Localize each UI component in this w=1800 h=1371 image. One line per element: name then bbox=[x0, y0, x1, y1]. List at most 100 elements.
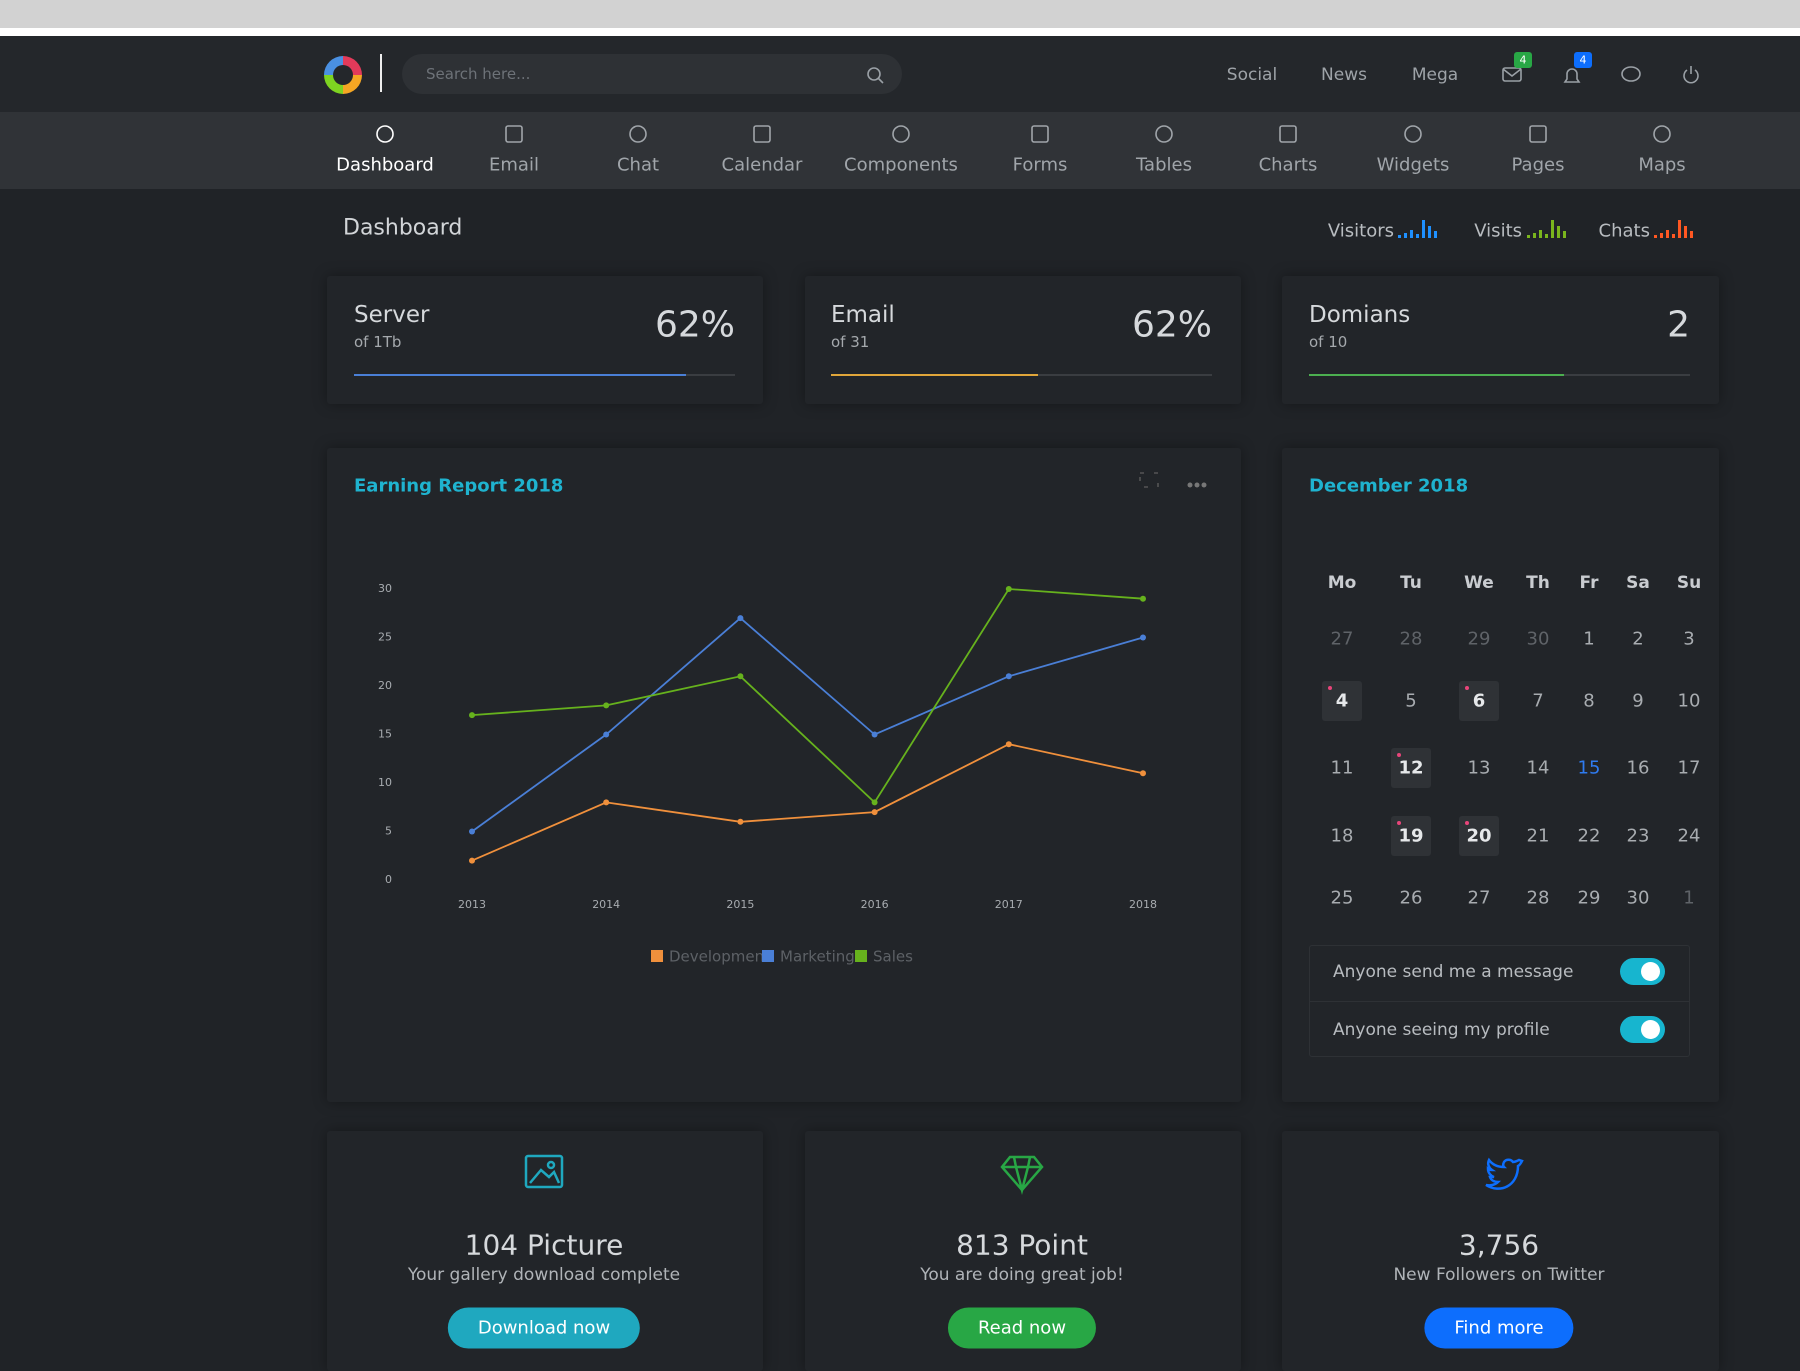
card-text: New Followers on Twitter bbox=[1393, 1265, 1605, 1285]
calendar-day[interactable]: 22 bbox=[1577, 825, 1601, 847]
data-point bbox=[469, 828, 475, 835]
card-text: Your gallery download complete bbox=[407, 1265, 681, 1285]
card-button[interactable]: Find more bbox=[1424, 1307, 1574, 1349]
browser-edge bbox=[0, 28, 1800, 36]
calendar-day[interactable]: 23 bbox=[1626, 825, 1650, 847]
nav-item[interactable]: Maps bbox=[1638, 154, 1686, 176]
event-dot bbox=[1465, 686, 1469, 690]
x-tick-label: 2014 bbox=[592, 898, 620, 911]
calendar-day[interactable]: 29 bbox=[1577, 887, 1601, 909]
nav-item[interactable]: Widgets bbox=[1376, 154, 1450, 176]
card-button[interactable]: Read now bbox=[947, 1307, 1097, 1349]
calendar-day[interactable]: 12 bbox=[1398, 757, 1424, 779]
badge bbox=[1574, 52, 1592, 68]
calendar-day[interactable]: 11 bbox=[1330, 757, 1354, 779]
expand-icon[interactable] bbox=[1139, 472, 1159, 488]
stat-value: 2 bbox=[1667, 304, 1690, 346]
calendar-day[interactable]: 9 bbox=[1632, 690, 1644, 712]
calendar-day[interactable]: 19 bbox=[1398, 825, 1424, 847]
bell-icon[interactable] bbox=[1563, 68, 1581, 83]
nav-item[interactable]: Pages bbox=[1511, 154, 1565, 176]
nav-item[interactable]: Dashboard bbox=[336, 154, 434, 176]
calendar-day[interactable]: 4 bbox=[1335, 690, 1349, 712]
sparkline bbox=[1527, 220, 1566, 238]
weekday: Sa bbox=[1626, 573, 1650, 593]
calendar-day[interactable]: 15 bbox=[1577, 757, 1601, 779]
stat-value: 62% bbox=[654, 304, 735, 346]
more-icon[interactable] bbox=[1187, 482, 1207, 488]
calendar-day[interactable]: 14 bbox=[1526, 757, 1550, 779]
x-tick-label: 2018 bbox=[1129, 898, 1157, 911]
data-point bbox=[871, 731, 878, 738]
nav-item[interactable]: Chat bbox=[616, 154, 660, 176]
legend-swatch bbox=[762, 950, 774, 962]
legend-label: Development bbox=[669, 948, 770, 966]
calendar-day[interactable]: 28 bbox=[1399, 628, 1423, 650]
power-icon[interactable] bbox=[1683, 69, 1699, 84]
chat-icon[interactable] bbox=[1621, 66, 1641, 82]
nav-item[interactable]: Calendar bbox=[721, 154, 803, 176]
header-link[interactable]: News bbox=[1321, 65, 1367, 85]
header-link[interactable]: Mega bbox=[1411, 65, 1459, 85]
weekday: Tu bbox=[1400, 573, 1422, 593]
weekday: We bbox=[1464, 573, 1494, 593]
calendar-day[interactable]: 18 bbox=[1330, 825, 1354, 847]
header-link[interactable]: Social bbox=[1226, 65, 1278, 85]
data-point bbox=[1005, 586, 1012, 592]
stat-card bbox=[805, 276, 1241, 404]
quick-stat: Visits bbox=[1474, 220, 1522, 242]
calendar-day[interactable]: 24 bbox=[1677, 825, 1701, 847]
calendar-day[interactable]: 10 bbox=[1677, 690, 1701, 712]
nav-icon bbox=[1031, 125, 1049, 143]
calendar-day[interactable]: 25 bbox=[1330, 887, 1354, 909]
nav-item[interactable]: Charts bbox=[1258, 154, 1318, 176]
y-tick-label: 0 bbox=[385, 873, 392, 886]
calendar-day[interactable]: 6 bbox=[1472, 690, 1486, 712]
calendar-day[interactable]: 8 bbox=[1583, 690, 1595, 712]
calendar-day[interactable]: 17 bbox=[1677, 757, 1701, 779]
chart-card bbox=[327, 448, 1241, 1102]
mail-icon[interactable] bbox=[1502, 67, 1522, 82]
search-box[interactable] bbox=[402, 54, 902, 94]
calendar-day[interactable]: 29 bbox=[1467, 628, 1491, 650]
y-tick-label: 20 bbox=[378, 679, 392, 692]
header-icons bbox=[867, 66, 1699, 488]
stat-subtitle: of 1Tb bbox=[354, 333, 402, 351]
toggle-knob bbox=[1641, 1020, 1660, 1039]
nav-item[interactable]: Components bbox=[844, 154, 958, 176]
calendar-title: December 2018 bbox=[1309, 475, 1469, 497]
calendar-day[interactable]: 5 bbox=[1405, 690, 1417, 712]
event-dot bbox=[1397, 753, 1401, 757]
calendar-day[interactable]: 1 bbox=[1583, 628, 1595, 650]
calendar-day[interactable]: 2 bbox=[1632, 628, 1644, 650]
card-button[interactable]: Download now bbox=[447, 1307, 641, 1349]
calendar-day[interactable]: 30 bbox=[1526, 628, 1550, 650]
x-tick-label: 2015 bbox=[726, 898, 754, 911]
calendar-day[interactable]: 21 bbox=[1526, 825, 1550, 847]
calendar-day[interactable]: 27 bbox=[1467, 887, 1491, 909]
calendar-day[interactable]: 20 bbox=[1466, 825, 1492, 847]
picture-icon bbox=[524, 1154, 564, 1189]
calendar-day[interactable]: 7 bbox=[1532, 690, 1544, 712]
calendar-day[interactable]: 13 bbox=[1467, 757, 1491, 779]
nav-item[interactable]: Tables bbox=[1136, 154, 1192, 176]
calendar-day[interactable]: 30 bbox=[1626, 887, 1650, 909]
stat-title: Email bbox=[831, 302, 895, 328]
nav-item[interactable]: Forms bbox=[1012, 154, 1068, 176]
series-line bbox=[471, 588, 1144, 804]
x-tick-label: 2017 bbox=[995, 898, 1023, 911]
progress-fill bbox=[354, 374, 686, 376]
calendar-day[interactable]: 27 bbox=[1330, 628, 1354, 650]
calendar-day[interactable]: 28 bbox=[1526, 887, 1550, 909]
quick-stat: Visitors bbox=[1327, 220, 1394, 242]
calendar-day[interactable]: 1 bbox=[1683, 887, 1695, 909]
stat-title: Domians bbox=[1309, 302, 1411, 328]
nav-item[interactable]: Email bbox=[489, 154, 539, 176]
calendar-day[interactable]: 26 bbox=[1399, 887, 1423, 909]
data-point bbox=[1005, 741, 1012, 748]
calendar-day[interactable]: 3 bbox=[1683, 628, 1695, 650]
stat-card bbox=[1282, 276, 1719, 404]
calendar-day[interactable]: 16 bbox=[1626, 757, 1650, 779]
toggle-knob bbox=[1641, 962, 1660, 981]
y-tick-label: 5 bbox=[385, 825, 392, 838]
